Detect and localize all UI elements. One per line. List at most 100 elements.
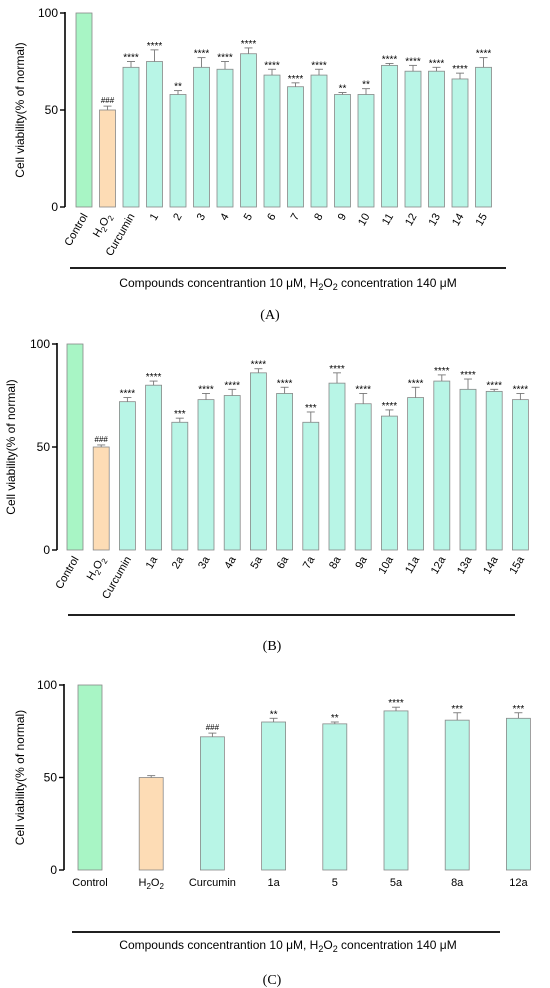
- bar: [223, 395, 241, 551]
- significance-label: ****: [382, 401, 398, 412]
- significance-label: ****: [146, 372, 162, 383]
- significance-label: ***: [174, 409, 186, 420]
- bar: [99, 109, 116, 208]
- tick-label: 10a: [376, 554, 396, 577]
- tick-label: Control: [53, 555, 81, 592]
- tick-label: 12a: [509, 877, 528, 889]
- significance-label: **: [331, 713, 339, 724]
- significance-label: ***: [513, 704, 525, 715]
- bar: [334, 94, 351, 208]
- significance-label: ****: [277, 378, 293, 389]
- significance-label: ****: [123, 53, 139, 64]
- significance-label: ****: [241, 39, 257, 50]
- bar: [119, 401, 136, 551]
- significance-label: ****: [217, 53, 233, 64]
- tick-label: 14a: [481, 554, 501, 577]
- bar: [138, 777, 164, 871]
- bar: [261, 721, 287, 871]
- tick-label: 9a: [353, 554, 370, 571]
- panel-label-b: (B): [263, 639, 282, 654]
- bar: [92, 446, 110, 551]
- bar: [302, 421, 320, 551]
- tick-label: 6a: [275, 554, 292, 571]
- bar: [407, 397, 425, 551]
- tick-label: Control: [62, 212, 90, 249]
- significance-label: ****: [405, 56, 421, 67]
- bar: [404, 70, 422, 208]
- y-axis-label: Cell viability(% of normal): [4, 379, 18, 514]
- footer-text: Compounds concentrantion 10 μM, H2O2 con…: [119, 276, 456, 292]
- bar: [193, 66, 210, 208]
- tick-label: 13: [427, 212, 444, 229]
- bar: [216, 68, 234, 208]
- significance-label: **: [174, 82, 182, 93]
- tick-label: 9: [336, 212, 349, 223]
- significance-label: ****: [460, 370, 476, 381]
- significance-label: ###: [206, 723, 220, 732]
- chart-panel-b: 0 50 100 Cell viability(% of normal) Control…: [4, 337, 529, 616]
- tick-label: 1a: [267, 877, 280, 889]
- footer-text: Compounds concentrantion 10 μM, H2O2 con…: [119, 938, 456, 954]
- tick-label: 12: [403, 212, 420, 229]
- tick-label: 2: [171, 212, 184, 223]
- significance-label: ****: [408, 378, 424, 389]
- tick-label: 15: [474, 212, 491, 229]
- bar: [451, 78, 469, 208]
- tick-label: H2O2: [138, 877, 164, 891]
- significance-label: ****: [382, 54, 398, 65]
- significance-label: ***: [451, 704, 463, 715]
- tick-label: 2a: [170, 554, 187, 571]
- bar: [276, 393, 294, 551]
- significance-label: ****: [429, 58, 445, 69]
- tick-label: 1a: [144, 554, 161, 571]
- significance-label: ****: [198, 384, 214, 395]
- y-tick-label: 50: [44, 771, 58, 785]
- tick-label: 3a: [196, 554, 213, 571]
- tick-label: 12a: [429, 554, 449, 577]
- significance-label: **: [270, 709, 278, 720]
- bar: [249, 372, 267, 551]
- bar: [240, 53, 257, 208]
- significance-label: ****: [452, 64, 468, 75]
- significance-label: ****: [251, 360, 267, 371]
- bar: [381, 64, 398, 208]
- bar: [146, 61, 163, 208]
- y-tick-label: 0: [50, 863, 57, 877]
- y-tick-label: 0: [43, 543, 50, 557]
- bar: [357, 94, 375, 208]
- tick-label: Control: [72, 877, 107, 889]
- significance-label: ****: [224, 380, 240, 391]
- bar: [328, 382, 346, 551]
- tick-label: 3: [195, 212, 208, 223]
- bar: [485, 390, 503, 551]
- y-tick-label: 50: [45, 103, 59, 117]
- significance-label: ****: [147, 41, 163, 52]
- bar: [77, 684, 103, 871]
- bar: [310, 74, 328, 208]
- significance-label: ****: [513, 384, 529, 395]
- y-axis-label: Cell viability(% of normal): [13, 42, 27, 177]
- tick-label: 1: [148, 212, 161, 223]
- significance-label: ****: [486, 380, 502, 391]
- panel-label-a: (A): [260, 308, 280, 323]
- tick-label: 8a: [451, 877, 464, 889]
- tick-label: Curcumin: [189, 877, 236, 889]
- significance-label: ***: [305, 403, 317, 414]
- bar: [322, 723, 348, 871]
- bar: [263, 74, 281, 208]
- tick-label: 11: [380, 212, 396, 228]
- significance-label: ****: [355, 384, 371, 395]
- tick-label: 7: [289, 212, 302, 223]
- y-tick-label: 0: [51, 200, 58, 214]
- significance-label: ****: [288, 74, 304, 85]
- significance-label: ****: [388, 698, 404, 709]
- y-tick-label: 100: [30, 337, 50, 351]
- tick-label: 5: [332, 877, 338, 889]
- tick-label: 11a: [403, 554, 423, 576]
- bar: [428, 70, 445, 208]
- tick-label: 15a: [507, 554, 527, 577]
- bar: [505, 717, 531, 871]
- tick-label: 8: [312, 212, 325, 223]
- bar: [433, 380, 451, 551]
